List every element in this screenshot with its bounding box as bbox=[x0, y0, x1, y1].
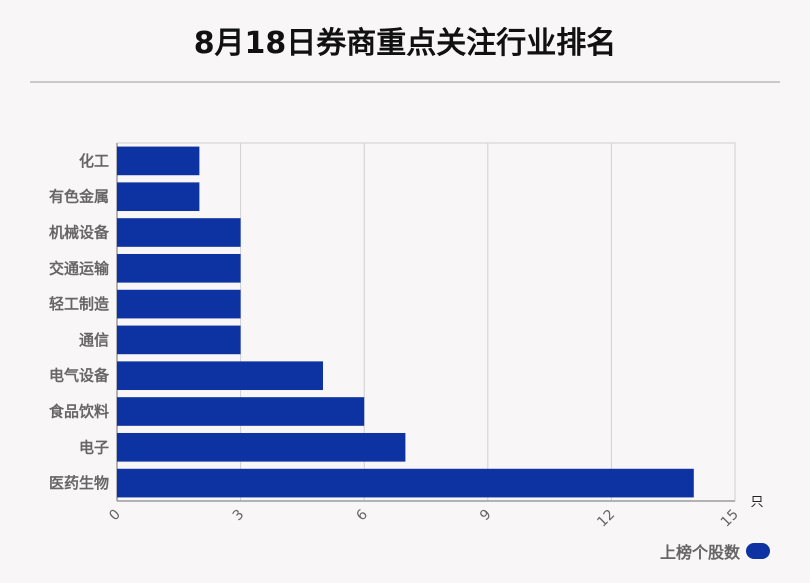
bar bbox=[117, 146, 200, 176]
x-axis-unit-label: 只 bbox=[750, 495, 763, 510]
bar bbox=[117, 218, 241, 247]
legend-label: 上榜个股数 bbox=[659, 543, 740, 562]
x-tick-label: 0 bbox=[106, 507, 124, 525]
y-category-label: 轻工制造 bbox=[49, 295, 109, 313]
y-category-label: 有色金属 bbox=[49, 188, 109, 206]
bar bbox=[117, 182, 200, 212]
bar bbox=[117, 432, 406, 462]
y-category-label: 交通运输 bbox=[49, 259, 110, 277]
x-tick-label: 6 bbox=[353, 506, 371, 524]
title-divider bbox=[30, 81, 780, 83]
chart-title: 8月18日券商重点关注行业排名 bbox=[193, 26, 617, 61]
bar bbox=[117, 361, 323, 391]
y-category-label: 食品饮料 bbox=[49, 403, 109, 421]
y-category-label: 电气设备 bbox=[49, 367, 110, 385]
bar bbox=[117, 468, 694, 498]
bar bbox=[117, 397, 365, 426]
y-category-label: 电子 bbox=[79, 438, 109, 456]
legend[interactable]: 上榜个股数 bbox=[660, 540, 770, 562]
y-category-label: 通信 bbox=[79, 331, 109, 349]
x-tick-label: 12 bbox=[594, 507, 618, 531]
bar bbox=[117, 325, 241, 355]
bar bbox=[117, 289, 241, 319]
x-tick-label: 3 bbox=[230, 507, 248, 525]
x-tick-label: 15 bbox=[718, 507, 742, 531]
bar bbox=[117, 253, 241, 283]
y-category-label: 化工 bbox=[79, 152, 109, 170]
x-tick-label: 9 bbox=[477, 507, 495, 525]
y-category-label: 医药生物 bbox=[49, 474, 109, 492]
y-category-label: 机械设备 bbox=[49, 224, 110, 242]
legend-swatch bbox=[746, 543, 770, 559]
